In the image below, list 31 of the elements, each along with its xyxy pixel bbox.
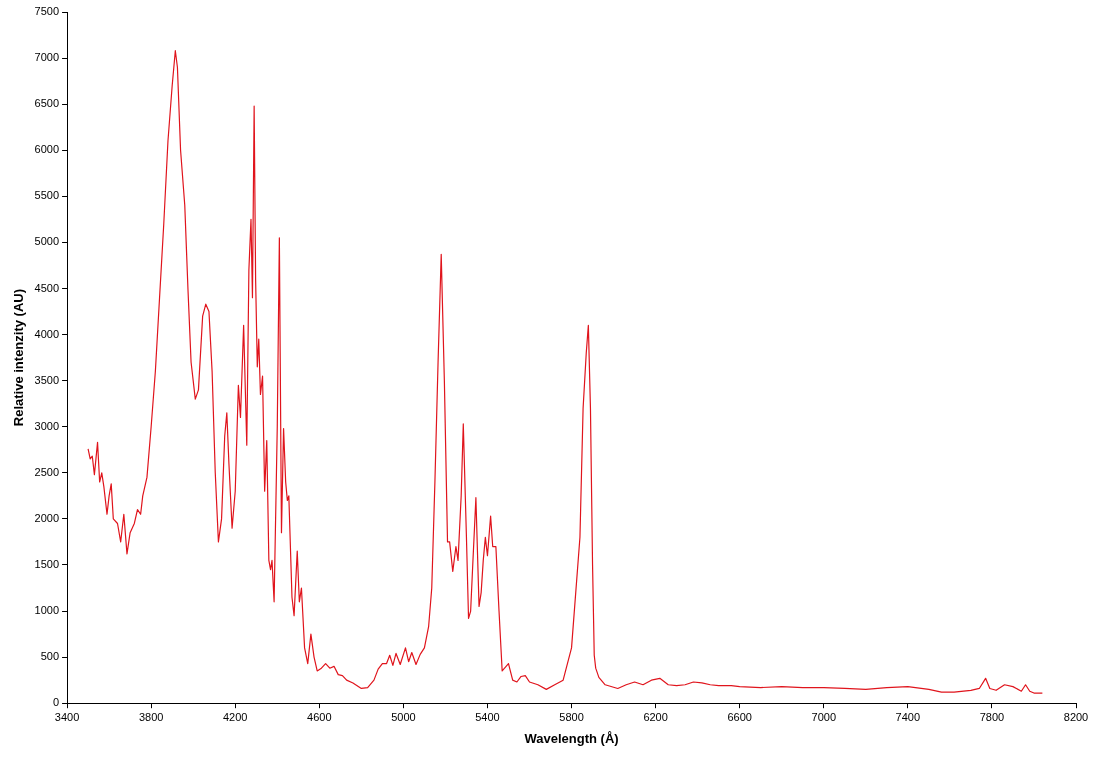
x-axis-title: Wavelength (Å) <box>524 730 619 746</box>
x-tick-label: 6600 <box>727 710 752 723</box>
y-tick-label: 3500 <box>34 373 60 386</box>
y-tick-label: 500 <box>40 650 60 663</box>
x-tick-label: 7800 <box>979 710 1005 723</box>
y-tick-label: 2000 <box>34 511 60 524</box>
y-tick-label: 3000 <box>34 419 60 432</box>
x-tick-label: 5400 <box>475 710 500 723</box>
x-tick-label: 5000 <box>391 710 416 723</box>
x-tick-label: 7000 <box>811 710 837 723</box>
y-tick-label: 4500 <box>34 281 60 294</box>
x-tick-label: 7400 <box>895 710 921 723</box>
y-tick-label: 6000 <box>34 143 60 156</box>
y-tick-label: 7000 <box>34 51 60 64</box>
y-tick-label: 1000 <box>34 604 60 617</box>
x-tick-label: 4600 <box>307 710 332 723</box>
y-tick-label: 4000 <box>34 327 60 340</box>
y-tick-label: 1500 <box>34 557 60 570</box>
y-tick-label: 6500 <box>34 97 60 110</box>
x-tick-label: 8200 <box>1063 710 1089 723</box>
x-tick-label: 3400 <box>54 710 80 723</box>
x-tick-label: 3800 <box>138 710 164 723</box>
y-tick-label: 0 <box>52 696 60 709</box>
y-tick-label: 5000 <box>34 235 60 248</box>
x-tick-label: 4200 <box>222 710 248 723</box>
x-tick-label: 6200 <box>643 710 668 723</box>
y-tick-label: 2500 <box>34 465 60 478</box>
y-axis-title: Relative intenzity (AU) <box>11 288 27 427</box>
y-tick-label: 7500 <box>34 5 60 18</box>
y-tick-label: 5500 <box>34 189 60 202</box>
x-tick-label: 5800 <box>559 710 584 723</box>
